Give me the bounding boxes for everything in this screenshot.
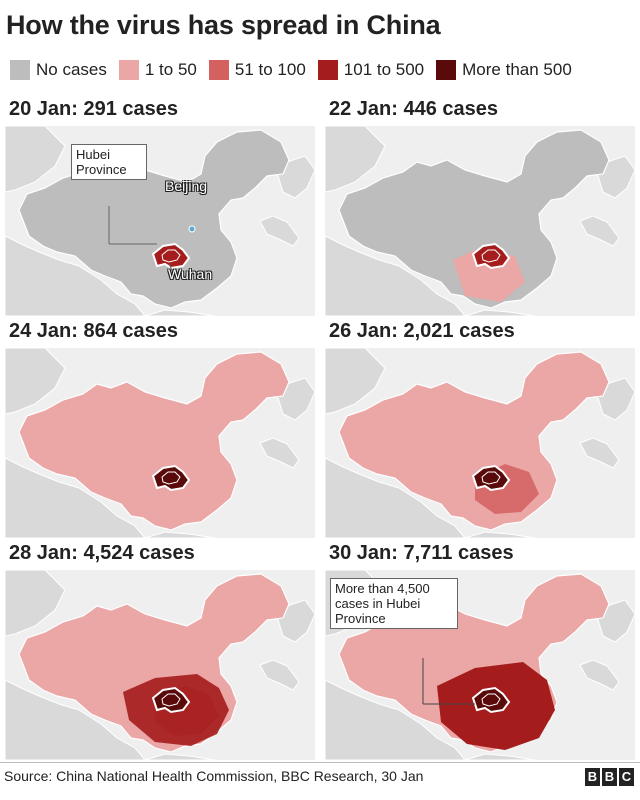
neighbour-country: [325, 679, 466, 760]
legend-swatch: [208, 60, 229, 80]
legend-swatch: [317, 60, 338, 80]
neighbour-country: [5, 348, 66, 415]
bbc-logo-letter: C: [619, 768, 634, 786]
legend-swatch: [436, 60, 457, 80]
legend-item-more-than-500: More than 500: [436, 60, 572, 80]
panel-title: 30 Jan: 7,711 cases: [329, 542, 514, 564]
wuhan-area: [481, 471, 501, 485]
legend-label: More than 500: [462, 60, 572, 79]
wuhan-area: [161, 249, 181, 263]
neighbour-country: [259, 215, 300, 247]
southern-provinces: [133, 250, 205, 302]
map-svg: [5, 126, 315, 316]
wuhan-area: [481, 693, 501, 707]
page-title: How the virus has spread in China: [6, 10, 441, 40]
neighbour-country: [5, 457, 146, 538]
footer-divider: [0, 762, 640, 763]
china-provinces: [338, 351, 610, 531]
neighbour-country: [5, 679, 146, 760]
neighbour-country: [579, 437, 620, 469]
southern-provinces: [453, 250, 525, 302]
source-note: Source: China National Health Commission…: [4, 768, 424, 784]
legend-item-101-to-500: 101 to 500: [317, 60, 425, 80]
legend-label: No cases: [36, 60, 107, 79]
map-svg: [325, 348, 635, 538]
bbc-logo: B B C: [583, 768, 634, 786]
beijing-marker: [188, 225, 196, 233]
neighbour-country: [144, 531, 216, 538]
legend-label: 101 to 500: [343, 60, 425, 79]
china-map: [325, 348, 635, 538]
legend-label: 1 to 50: [144, 60, 197, 79]
beijing-label: Beijing: [165, 178, 208, 194]
neighbour-country: [144, 309, 216, 316]
legend-label: 51 to 100: [234, 60, 306, 79]
wuhan-label: Wuhan: [168, 266, 213, 282]
china-map: [5, 570, 315, 760]
panel-title: 28 Jan: 4,524 cases: [9, 542, 195, 564]
panel-title: 22 Jan: 446 cases: [329, 98, 499, 120]
neighbour-country: [579, 659, 620, 691]
neighbour-country: [259, 659, 300, 691]
neighbour-country: [5, 570, 66, 637]
neighbour-country: [5, 235, 146, 316]
panel-title: 24 Jan: 864 cases: [9, 320, 179, 342]
hubei-province-label: Hubei Province: [71, 144, 147, 180]
neighbour-country: [579, 215, 620, 247]
bbc-logo-letter: B: [602, 768, 617, 786]
hubei-cases-note: More than 4,500 cases in Hubei Province: [330, 578, 458, 629]
china-provinces: [18, 351, 290, 531]
legend-swatch: [118, 60, 139, 80]
wuhan-area: [481, 249, 501, 263]
legend-swatch: [10, 60, 30, 80]
panel-title: 26 Jan: 2,021 cases: [329, 320, 515, 342]
neighbour-country: [325, 348, 386, 415]
neighbour-country: [325, 457, 466, 538]
neighbour-country: [464, 309, 536, 316]
neighbour-country: [5, 126, 66, 193]
china-map: [5, 348, 315, 538]
map-svg: [5, 348, 315, 538]
china-provinces: [338, 129, 610, 309]
neighbour-country: [464, 753, 536, 760]
map-svg: [5, 570, 315, 760]
wuhan-leader-line: [168, 263, 176, 277]
map-svg: [325, 126, 635, 316]
map-legend: No cases 1 to 50 51 to 100 101 to 500 Mo…: [10, 60, 584, 80]
legend-item-51-to-100: 51 to 100: [208, 60, 306, 80]
legend-item-1-to-50: 1 to 50: [118, 60, 197, 80]
panel-title: 20 Jan: 291 cases: [9, 98, 179, 120]
china-map: [5, 126, 315, 316]
neighbour-country: [464, 531, 536, 538]
legend-item-no-cases: No cases: [10, 60, 107, 80]
bbc-logo-letter: B: [585, 768, 600, 786]
wuhan-area: [161, 693, 181, 707]
neighbour-country: [325, 126, 386, 193]
china-map: [325, 126, 635, 316]
neighbour-country: [325, 235, 466, 316]
wuhan-area: [161, 471, 181, 485]
neighbour-country: [144, 753, 216, 760]
neighbour-country: [259, 437, 300, 469]
